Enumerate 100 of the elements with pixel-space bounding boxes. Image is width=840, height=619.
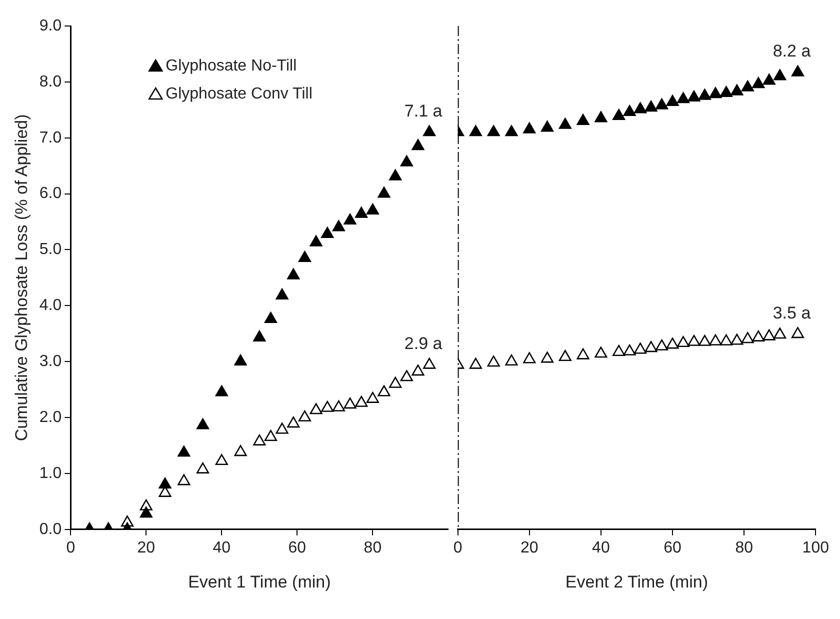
point bbox=[298, 410, 312, 422]
point bbox=[576, 348, 590, 360]
point bbox=[412, 364, 424, 376]
point bbox=[644, 341, 658, 352]
point bbox=[196, 418, 210, 430]
y-tick-label: 0.0 bbox=[39, 520, 62, 538]
point bbox=[594, 111, 608, 122]
point bbox=[344, 214, 356, 225]
y-tick-label: 2.0 bbox=[39, 408, 62, 426]
legend-label: Glyphosate No-Till bbox=[166, 57, 297, 74]
x-tick-label: 0 bbox=[453, 539, 462, 556]
point bbox=[253, 434, 266, 446]
data-label: 2.9 a bbox=[404, 334, 443, 354]
y-tick-label: 9.0 bbox=[39, 17, 62, 34]
point bbox=[423, 358, 436, 369]
point bbox=[487, 125, 500, 136]
point bbox=[709, 87, 722, 98]
point bbox=[389, 169, 402, 180]
point bbox=[355, 206, 368, 218]
point bbox=[469, 358, 482, 369]
point bbox=[378, 385, 390, 396]
point bbox=[378, 186, 390, 198]
point bbox=[276, 288, 288, 300]
point bbox=[196, 462, 210, 474]
point bbox=[634, 342, 647, 354]
point bbox=[688, 334, 700, 346]
data-label: 8.2 a bbox=[772, 42, 812, 61]
point bbox=[752, 77, 765, 88]
point bbox=[634, 102, 647, 114]
point bbox=[774, 328, 786, 339]
point bbox=[287, 268, 300, 280]
point bbox=[752, 330, 765, 342]
point bbox=[576, 114, 590, 125]
point bbox=[321, 226, 334, 238]
y-tick-label: 3.0 bbox=[39, 353, 62, 370]
point bbox=[762, 329, 776, 340]
point bbox=[741, 80, 754, 92]
x-tick-label: 40 bbox=[592, 539, 610, 556]
point bbox=[540, 120, 554, 132]
point bbox=[666, 94, 679, 106]
point bbox=[774, 69, 786, 80]
point bbox=[287, 416, 300, 428]
point bbox=[215, 385, 228, 396]
point bbox=[623, 104, 636, 116]
point bbox=[234, 445, 247, 456]
point bbox=[310, 403, 322, 414]
x-tick-label: 100 bbox=[802, 539, 830, 556]
x-tick-label: 20 bbox=[520, 539, 538, 556]
point bbox=[389, 376, 402, 388]
point bbox=[321, 400, 334, 412]
point bbox=[612, 344, 626, 356]
x-axis-title: Event 2 Time (min) bbox=[565, 572, 708, 592]
point bbox=[741, 332, 754, 344]
point bbox=[523, 122, 536, 134]
point bbox=[594, 346, 608, 358]
x-tick-label: 0 bbox=[66, 539, 76, 556]
legend-label: Glyphosate Conv Till bbox=[166, 85, 312, 102]
y-axis-title: Cumulative Glyphosate Loss (% of Applied) bbox=[12, 114, 31, 442]
point bbox=[720, 86, 732, 98]
point bbox=[709, 334, 722, 346]
point bbox=[655, 98, 668, 110]
point bbox=[264, 312, 278, 323]
point bbox=[366, 203, 379, 214]
point bbox=[140, 506, 152, 518]
data-label: 7.1 a bbox=[404, 101, 443, 120]
point bbox=[791, 327, 804, 338]
x-tick-label: 40 bbox=[212, 539, 231, 556]
data-label: 3.5 a bbox=[772, 303, 812, 322]
point bbox=[558, 350, 572, 362]
point bbox=[423, 125, 436, 136]
point bbox=[540, 352, 554, 363]
point bbox=[720, 334, 732, 346]
y-tick-label: 5.0 bbox=[39, 241, 62, 258]
y-tick-label: 7.0 bbox=[39, 129, 62, 146]
point bbox=[676, 336, 690, 348]
point bbox=[505, 125, 518, 136]
x-axis-title: Event 1 Time (min) bbox=[188, 572, 331, 592]
x-tick-label: 60 bbox=[288, 539, 306, 556]
point bbox=[655, 339, 668, 350]
point bbox=[178, 474, 190, 486]
point bbox=[355, 396, 368, 407]
y-tick-label: 4.0 bbox=[39, 297, 62, 314]
point bbox=[332, 220, 345, 232]
x-tick-label: 20 bbox=[137, 539, 156, 556]
point bbox=[666, 338, 679, 349]
point bbox=[400, 155, 413, 166]
point bbox=[688, 90, 700, 102]
point bbox=[332, 400, 345, 412]
point bbox=[730, 84, 744, 96]
point bbox=[505, 354, 518, 366]
point bbox=[698, 334, 711, 346]
point bbox=[487, 356, 500, 367]
point bbox=[676, 92, 690, 104]
point bbox=[298, 250, 312, 262]
point bbox=[558, 118, 572, 129]
point bbox=[412, 139, 424, 150]
point bbox=[178, 446, 190, 457]
point bbox=[253, 330, 266, 342]
point bbox=[698, 88, 711, 100]
point bbox=[523, 352, 536, 364]
